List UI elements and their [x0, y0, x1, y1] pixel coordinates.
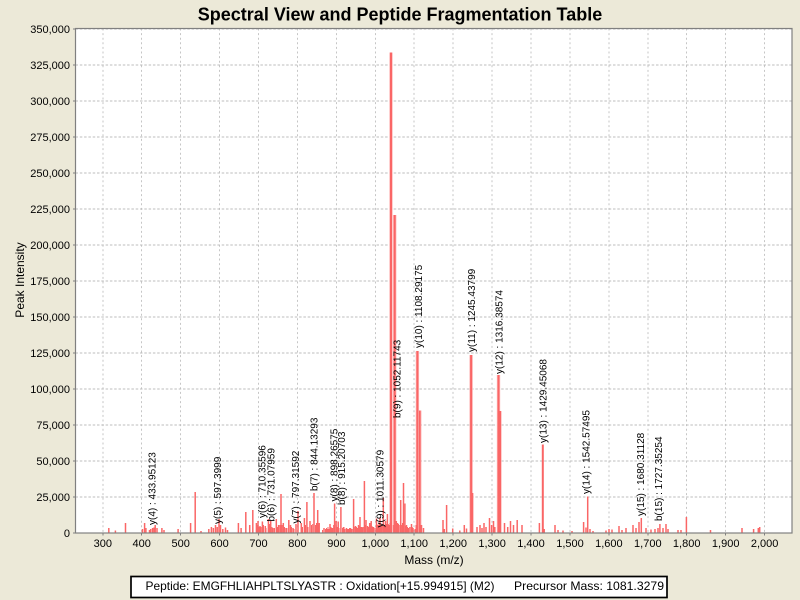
svg-text:100,000: 100,000 — [30, 384, 70, 396]
svg-text:700: 700 — [249, 538, 267, 550]
svg-text:1,800: 1,800 — [673, 538, 701, 550]
svg-text:1,400: 1,400 — [517, 538, 545, 550]
svg-text:y(15) : 1680.31128: y(15) : 1680.31128 — [636, 432, 647, 516]
svg-text:y(5) : 597.3999: y(5) : 597.3999 — [213, 456, 224, 524]
svg-text:1,000: 1,000 — [362, 538, 390, 550]
svg-text:1,500: 1,500 — [556, 538, 584, 550]
svg-text:Precursor Mass: 1081.3279: Precursor Mass: 1081.3279 — [514, 579, 664, 593]
svg-text:b(7) : 844.13293: b(7) : 844.13293 — [309, 417, 320, 491]
svg-text:175,000: 175,000 — [30, 276, 70, 288]
svg-text:y(14) : 1542.57495: y(14) : 1542.57495 — [582, 410, 593, 494]
svg-text:y(8) : 898.26575: y(8) : 898.26575 — [329, 428, 340, 501]
svg-text:b(8) : 915.20703: b(8) : 915.20703 — [337, 431, 348, 505]
svg-text:y(7) : 797.31592: y(7) : 797.31592 — [291, 450, 302, 523]
svg-text:y(11) : 1245.43799: y(11) : 1245.43799 — [467, 268, 478, 352]
svg-text:275,000: 275,000 — [30, 132, 70, 144]
svg-text:900: 900 — [327, 538, 345, 550]
svg-text:600: 600 — [210, 538, 228, 550]
svg-text:350,000: 350,000 — [30, 24, 70, 36]
svg-text:Mass (m/z): Mass (m/z) — [404, 553, 463, 567]
svg-text:50,000: 50,000 — [36, 456, 70, 468]
svg-text:y(6) : 710.35596: y(6) : 710.35596 — [258, 445, 269, 518]
svg-text:y(9) : 1011.30579: y(9) : 1011.30579 — [376, 449, 387, 527]
svg-text:b(15) : 1727.35254: b(15) : 1727.35254 — [654, 436, 665, 521]
svg-text:Spectral View and Peptide Frag: Spectral View and Peptide Fragmentation … — [198, 5, 602, 25]
svg-text:2,000: 2,000 — [751, 538, 779, 550]
svg-text:125,000: 125,000 — [30, 348, 70, 360]
svg-text:1,100: 1,100 — [400, 538, 428, 550]
svg-text:y(4) : 433.95123: y(4) : 433.95123 — [148, 452, 159, 525]
svg-text:300,000: 300,000 — [30, 96, 70, 108]
svg-text:250,000: 250,000 — [30, 168, 70, 180]
svg-text:y(13) : 1429.45068: y(13) : 1429.45068 — [539, 359, 550, 443]
svg-text:75,000: 75,000 — [36, 420, 70, 432]
svg-text:25,000: 25,000 — [36, 492, 70, 504]
svg-text:0: 0 — [64, 528, 70, 540]
svg-text:325,000: 325,000 — [30, 60, 70, 72]
svg-text:225,000: 225,000 — [30, 204, 70, 216]
svg-text:y(10) : 1108.29175: y(10) : 1108.29175 — [414, 264, 425, 348]
svg-text:1,600: 1,600 — [595, 538, 623, 550]
svg-text:1,900: 1,900 — [712, 538, 740, 550]
svg-text:Peptide: EMGFHLIAHPLTSLYASTR :: Peptide: EMGFHLIAHPLTSLYASTR : Oxidation… — [146, 579, 495, 593]
svg-text:1,700: 1,700 — [634, 538, 662, 550]
svg-text:1,300: 1,300 — [478, 538, 506, 550]
svg-text:300: 300 — [94, 538, 112, 550]
svg-text:y(12) : 1316.38574: y(12) : 1316.38574 — [495, 290, 506, 374]
svg-text:200,000: 200,000 — [30, 240, 70, 252]
svg-text:1,200: 1,200 — [439, 538, 467, 550]
svg-text:Peak Intensity: Peak Intensity — [13, 242, 27, 317]
svg-text:800: 800 — [288, 538, 306, 550]
svg-text:500: 500 — [172, 538, 190, 550]
svg-text:b(9) : 1052.11743: b(9) : 1052.11743 — [392, 339, 403, 418]
svg-text:400: 400 — [133, 538, 151, 550]
svg-text:b(6) : 731.07959: b(6) : 731.07959 — [267, 448, 278, 522]
svg-text:150,000: 150,000 — [30, 312, 70, 324]
